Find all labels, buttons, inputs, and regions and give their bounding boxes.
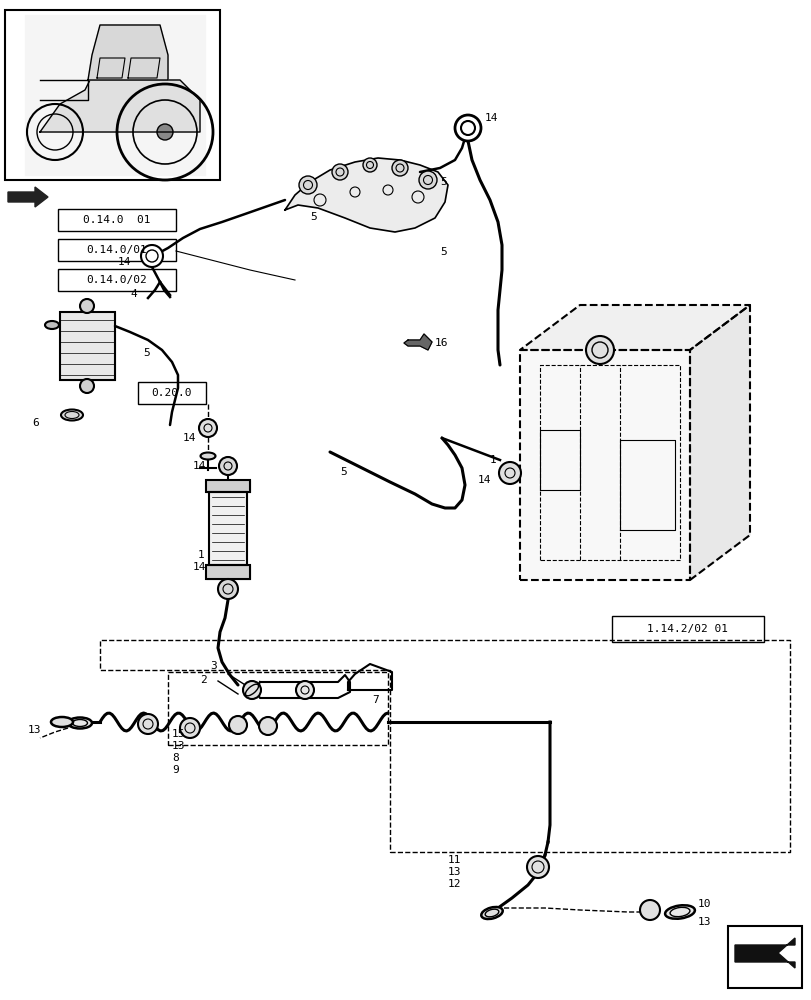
Text: 5: 5	[310, 212, 316, 222]
Text: 5: 5	[340, 467, 346, 477]
Text: 14: 14	[193, 461, 206, 471]
Ellipse shape	[481, 907, 502, 919]
Text: 14: 14	[484, 113, 498, 123]
Text: 0.14.0/02: 0.14.0/02	[87, 275, 147, 285]
Circle shape	[392, 160, 407, 176]
Circle shape	[332, 164, 348, 180]
Polygon shape	[519, 350, 689, 580]
Bar	[58, 209, 176, 231]
Bar	[727, 926, 801, 988]
Circle shape	[229, 716, 247, 734]
Bar	[60, 312, 115, 380]
Text: 10: 10	[697, 899, 710, 909]
Text: 14: 14	[193, 562, 206, 572]
Text: 5: 5	[440, 247, 446, 257]
Circle shape	[180, 718, 200, 738]
Text: 1.14.2/02 01: 1.14.2/02 01	[646, 624, 727, 634]
Polygon shape	[206, 565, 250, 579]
Text: 15: 15	[172, 729, 185, 739]
Ellipse shape	[45, 321, 59, 329]
Bar	[138, 382, 206, 404]
Polygon shape	[689, 305, 749, 580]
Text: 13: 13	[448, 867, 461, 877]
Polygon shape	[88, 25, 168, 80]
Text: 5: 5	[440, 177, 446, 187]
Ellipse shape	[61, 410, 83, 420]
Text: 7: 7	[371, 695, 378, 705]
Circle shape	[418, 171, 436, 189]
Text: 16: 16	[435, 338, 448, 348]
Text: 9: 9	[172, 765, 178, 775]
Bar	[58, 269, 176, 291]
Text: 12: 12	[448, 879, 461, 889]
Polygon shape	[206, 480, 250, 492]
Circle shape	[157, 124, 173, 140]
Bar	[58, 239, 176, 261]
Circle shape	[199, 419, 217, 437]
Circle shape	[454, 115, 480, 141]
Polygon shape	[60, 312, 115, 380]
Text: 0.14.0/01: 0.14.0/01	[87, 245, 147, 255]
Circle shape	[80, 379, 94, 393]
Text: 1: 1	[198, 550, 204, 560]
Polygon shape	[25, 15, 204, 175]
Circle shape	[259, 717, 277, 735]
Bar	[208, 492, 247, 565]
Circle shape	[242, 681, 260, 699]
Ellipse shape	[664, 905, 694, 919]
Text: 13: 13	[697, 917, 710, 927]
Text: 14: 14	[478, 475, 491, 485]
Text: 8: 8	[172, 753, 178, 763]
Bar	[206, 565, 250, 579]
Text: 13: 13	[28, 725, 41, 735]
Polygon shape	[208, 492, 247, 565]
Circle shape	[298, 176, 316, 194]
Bar	[5, 10, 220, 180]
Circle shape	[80, 299, 94, 313]
Circle shape	[219, 457, 237, 475]
Polygon shape	[519, 305, 749, 350]
Text: 11: 11	[448, 855, 461, 865]
Circle shape	[363, 158, 376, 172]
Text: 0.14.0  01: 0.14.0 01	[84, 215, 151, 225]
Bar	[611, 616, 763, 642]
Ellipse shape	[51, 717, 73, 727]
Bar	[206, 480, 250, 492]
Text: 2: 2	[200, 675, 207, 685]
Circle shape	[586, 336, 613, 364]
Polygon shape	[285, 158, 448, 232]
Polygon shape	[404, 334, 431, 350]
Circle shape	[141, 245, 163, 267]
Text: 14: 14	[182, 433, 196, 443]
Circle shape	[526, 856, 548, 878]
Text: 3: 3	[210, 661, 217, 671]
Ellipse shape	[200, 452, 215, 460]
Circle shape	[499, 462, 521, 484]
Polygon shape	[40, 80, 200, 132]
Text: 4: 4	[130, 289, 136, 299]
Circle shape	[639, 900, 659, 920]
Text: 0.20.0: 0.20.0	[152, 388, 192, 398]
Text: 13: 13	[172, 741, 185, 751]
Polygon shape	[8, 187, 48, 207]
Text: 14: 14	[118, 257, 131, 267]
Polygon shape	[734, 938, 794, 968]
Text: 6: 6	[32, 418, 39, 428]
Circle shape	[138, 714, 158, 734]
Text: 1: 1	[489, 455, 496, 465]
Text: 5: 5	[143, 348, 149, 358]
Circle shape	[296, 681, 314, 699]
Circle shape	[217, 579, 238, 599]
Ellipse shape	[68, 717, 92, 728]
